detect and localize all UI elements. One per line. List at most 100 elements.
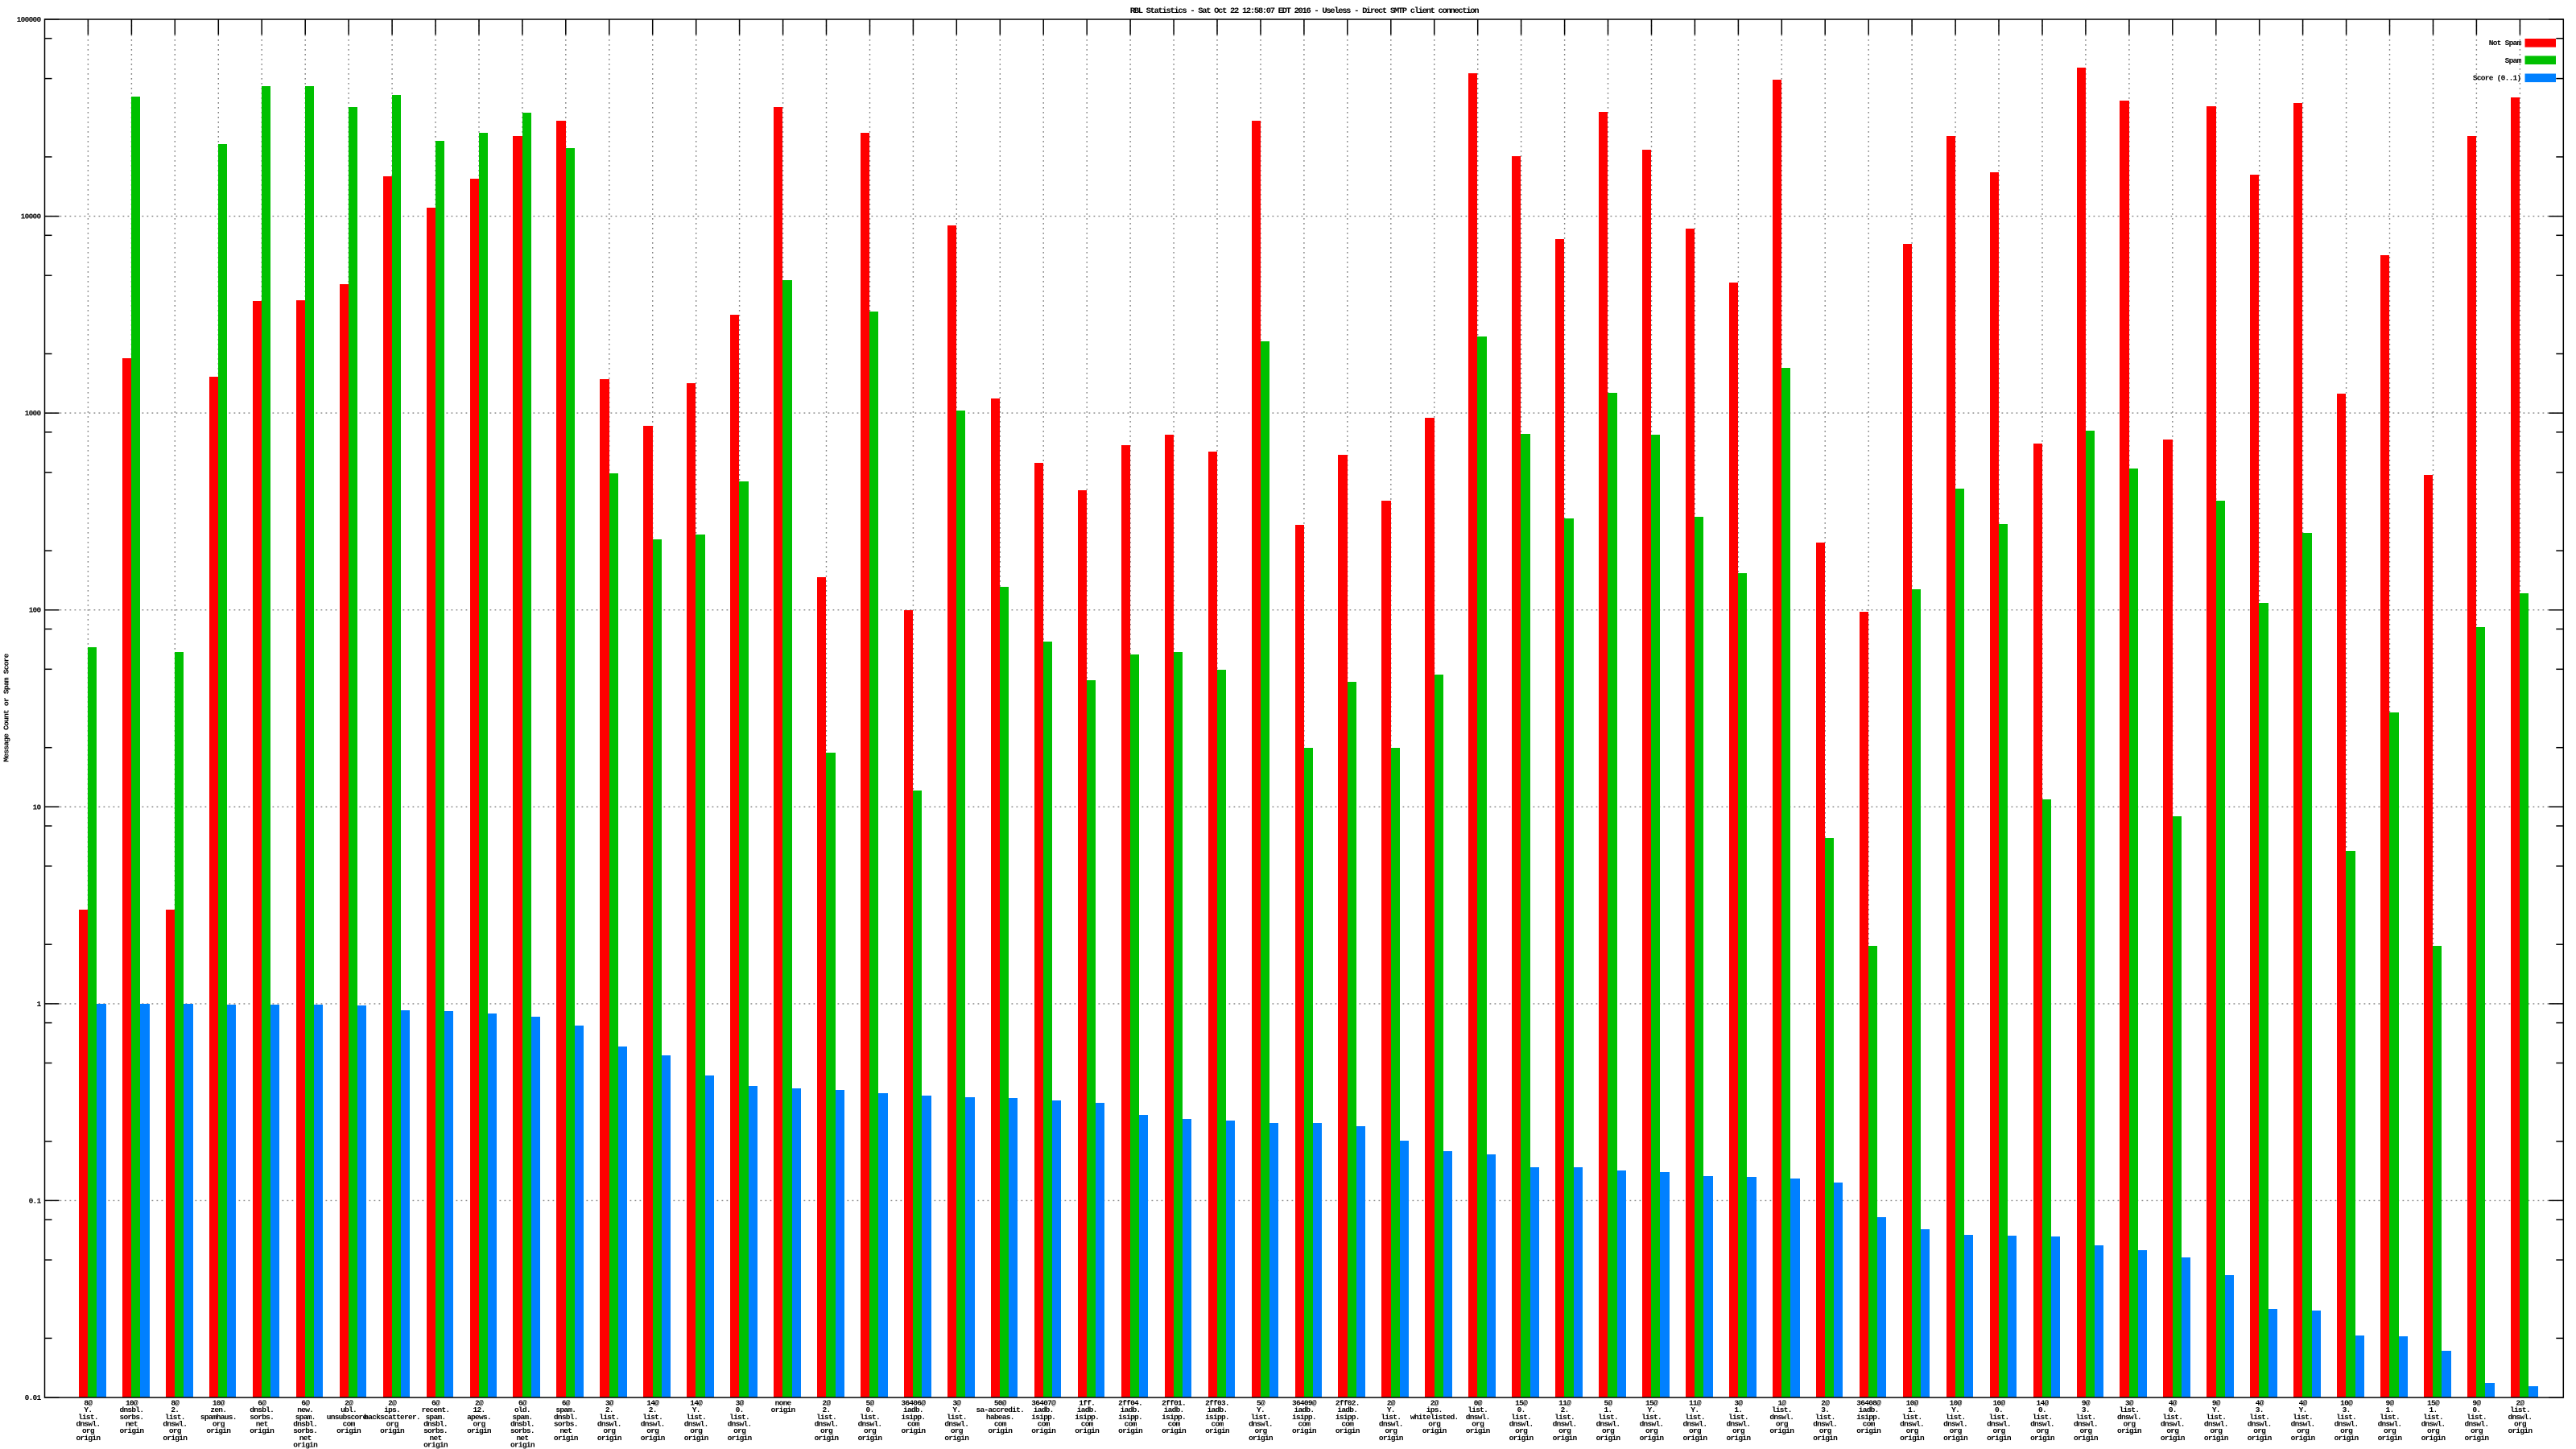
svg-text:origin: origin xyxy=(293,1440,318,1449)
svg-text:origin: origin xyxy=(250,1426,275,1435)
svg-text:origin: origin xyxy=(2334,1434,2359,1443)
svg-text:iadb.: iadb. xyxy=(1164,1406,1184,1414)
svg-text:100000: 100000 xyxy=(17,15,42,24)
svg-text:org: org xyxy=(2253,1426,2266,1435)
svg-text:0.: 0. xyxy=(866,1406,874,1414)
svg-text:dnswl.: dnswl. xyxy=(1466,1413,1490,1422)
svg-text:3.: 3. xyxy=(1821,1406,1829,1414)
svg-text:ubl.: ubl. xyxy=(341,1406,357,1414)
svg-text:origin: origin xyxy=(1292,1426,1317,1435)
svg-text:list.: list. xyxy=(1685,1413,1705,1422)
svg-text:dnswl.: dnswl. xyxy=(684,1420,708,1429)
svg-text:list.: list. xyxy=(860,1413,880,1422)
svg-text:1.: 1. xyxy=(2386,1406,2394,1414)
svg-text:list.: list. xyxy=(2075,1413,2095,1422)
svg-text:net: net xyxy=(516,1434,528,1443)
svg-text:isipp.: isipp. xyxy=(1162,1413,1186,1422)
svg-text:list.: list. xyxy=(1815,1413,1835,1422)
svg-text:iadb.: iadb. xyxy=(1294,1406,1314,1414)
svg-text:14@: 14@ xyxy=(646,1399,659,1408)
svg-text:sorbs.: sorbs. xyxy=(423,1426,448,1435)
svg-text:Score (0..1): Score (0..1) xyxy=(2473,74,2521,83)
svg-text:1.: 1. xyxy=(2429,1406,2438,1414)
svg-text:origin: origin xyxy=(380,1426,405,1435)
svg-text:list.: list. xyxy=(729,1413,749,1422)
svg-text:new.: new. xyxy=(297,1406,313,1414)
svg-text:5@: 5@ xyxy=(1604,1399,1613,1408)
svg-text:org: org xyxy=(2471,1426,2483,1435)
svg-text:origin: origin xyxy=(901,1426,926,1435)
svg-text:dnswl.: dnswl. xyxy=(2508,1413,2532,1422)
svg-text:0.01: 0.01 xyxy=(25,1393,42,1402)
svg-text:list.: list. xyxy=(686,1413,706,1422)
svg-text:100: 100 xyxy=(29,606,42,615)
svg-text:org: org xyxy=(603,1426,616,1435)
svg-text:Message Count or Spam Score: Message Count or Spam Score xyxy=(2,653,11,762)
svg-text:list.: list. xyxy=(2293,1413,2313,1422)
svg-text:origin: origin xyxy=(1466,1426,1491,1435)
svg-text:org: org xyxy=(2427,1426,2440,1435)
svg-text:org: org xyxy=(1732,1426,1745,1435)
svg-text:dnswl.: dnswl. xyxy=(597,1420,621,1429)
svg-text:10@: 10@ xyxy=(213,1399,225,1408)
svg-text:dnswl.: dnswl. xyxy=(1813,1420,1837,1429)
svg-text:unsubscore.: unsubscore. xyxy=(327,1413,371,1422)
svg-text:list.: list. xyxy=(1946,1413,1966,1422)
svg-text:com: com xyxy=(343,1420,356,1429)
svg-text:2ff01.: 2ff01. xyxy=(1162,1399,1186,1408)
svg-text:iadb.: iadb. xyxy=(1208,1406,1228,1414)
svg-text:2@: 2@ xyxy=(475,1399,484,1408)
svg-text:org: org xyxy=(1950,1426,1963,1435)
svg-text:isipp.: isipp. xyxy=(1075,1413,1099,1422)
svg-text:com: com xyxy=(994,1420,1007,1429)
svg-text:origin: origin xyxy=(1205,1426,1230,1435)
svg-text:org: org xyxy=(2123,1420,2136,1429)
svg-text:0.: 0. xyxy=(736,1406,744,1414)
svg-text:sorbs.: sorbs. xyxy=(554,1420,578,1429)
svg-text:6@: 6@ xyxy=(562,1399,571,1408)
svg-text:origin: origin xyxy=(1031,1426,1056,1435)
svg-text:org: org xyxy=(2514,1420,2527,1429)
svg-text:com: com xyxy=(1125,1420,1137,1429)
svg-text:none: none xyxy=(775,1399,792,1408)
svg-text:org: org xyxy=(646,1426,659,1435)
svg-text:4@: 4@ xyxy=(2169,1399,2178,1408)
svg-text:origin: origin xyxy=(1509,1434,1534,1443)
svg-text:old.: old. xyxy=(514,1406,530,1414)
svg-text:origin: origin xyxy=(1118,1426,1143,1435)
svg-text:2@: 2@ xyxy=(345,1399,353,1408)
svg-text:origin: origin xyxy=(815,1434,840,1443)
svg-text:sorbs.: sorbs. xyxy=(510,1426,535,1435)
svg-text:org: org xyxy=(2166,1426,2179,1435)
svg-text:Spam: Spam xyxy=(2505,56,2522,65)
svg-text:spam.: spam. xyxy=(426,1413,446,1422)
svg-text:dnswl.: dnswl. xyxy=(815,1420,839,1429)
svg-text:org: org xyxy=(1819,1426,1832,1435)
svg-text:whitelisted.: whitelisted. xyxy=(1410,1413,1459,1422)
svg-text:6@: 6@ xyxy=(258,1399,266,1408)
svg-text:origin: origin xyxy=(1335,1426,1360,1435)
svg-text:2ff03.: 2ff03. xyxy=(1205,1399,1229,1408)
svg-text:origin: origin xyxy=(2030,1434,2055,1443)
svg-text:ips.: ips. xyxy=(1426,1406,1443,1414)
svg-text:net: net xyxy=(256,1420,268,1429)
svg-text:org: org xyxy=(1472,1420,1484,1429)
svg-text:origin: origin xyxy=(2378,1434,2403,1443)
svg-text:list.: list. xyxy=(2162,1413,2182,1422)
svg-text:origin: origin xyxy=(944,1434,969,1443)
svg-text:origin: origin xyxy=(728,1434,753,1443)
svg-text:isipp.: isipp. xyxy=(1856,1413,1880,1422)
svg-text:isipp.: isipp. xyxy=(1205,1413,1229,1422)
svg-text:com: com xyxy=(1038,1420,1051,1429)
svg-text:dnswl.: dnswl. xyxy=(2464,1420,2488,1429)
svg-text:4@: 4@ xyxy=(2299,1399,2308,1408)
svg-text:dnswl.: dnswl. xyxy=(2204,1420,2228,1429)
svg-text:2.: 2. xyxy=(1561,1406,1569,1414)
svg-text:3@: 3@ xyxy=(2125,1399,2134,1408)
svg-text:com: com xyxy=(1298,1420,1311,1429)
svg-text:15@: 15@ xyxy=(1515,1399,1528,1408)
svg-text:12.: 12. xyxy=(473,1406,485,1414)
svg-text:org: org xyxy=(1255,1426,1268,1435)
svg-text:2.: 2. xyxy=(649,1406,657,1414)
svg-text:com: com xyxy=(1212,1420,1224,1429)
